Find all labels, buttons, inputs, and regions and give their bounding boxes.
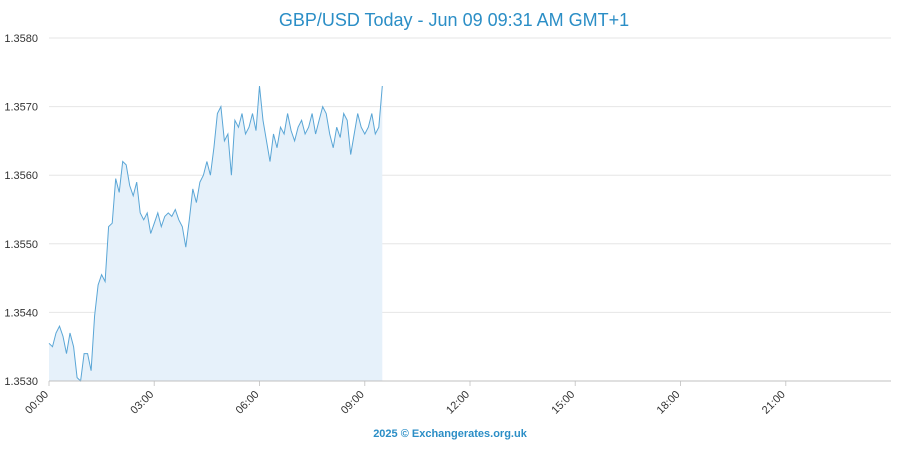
y-tick-label: 1.3560 — [4, 170, 38, 182]
x-tick-label: 09:00 — [339, 389, 367, 417]
x-tick-label: 06:00 — [234, 389, 262, 417]
x-tick-label: 12:00 — [444, 389, 472, 417]
x-axis: 00:00 03:00 06:00 09:00 12:00 15:00 18:00 21:00 — [23, 381, 788, 417]
x-tick-label: 15:00 — [549, 389, 577, 417]
y-tick-label: 1.3550 — [4, 239, 38, 251]
x-tick-label: 18:00 — [655, 389, 683, 417]
y-tick-label: 1.3570 — [4, 102, 38, 114]
y-tick-label: 1.3530 — [4, 376, 38, 388]
x-tick-label: 21:00 — [760, 389, 788, 417]
chart-credit: 2025 © Exchangerates.org.uk — [373, 428, 528, 440]
y-tick-label: 1.3540 — [4, 307, 38, 319]
price-area-fill — [49, 86, 383, 381]
price-line — [48, 85, 383, 383]
x-tick-label: 00:00 — [23, 389, 51, 417]
x-tick-label: 03:00 — [128, 389, 156, 417]
y-axis: 1.3530 1.3540 1.3550 1.3560 1.3570 1.3580 — [4, 33, 38, 388]
y-tick-label: 1.3580 — [4, 33, 38, 45]
chart-title: GBP/USD Today - Jun 09 09:31 AM GMT+1 — [279, 10, 629, 30]
